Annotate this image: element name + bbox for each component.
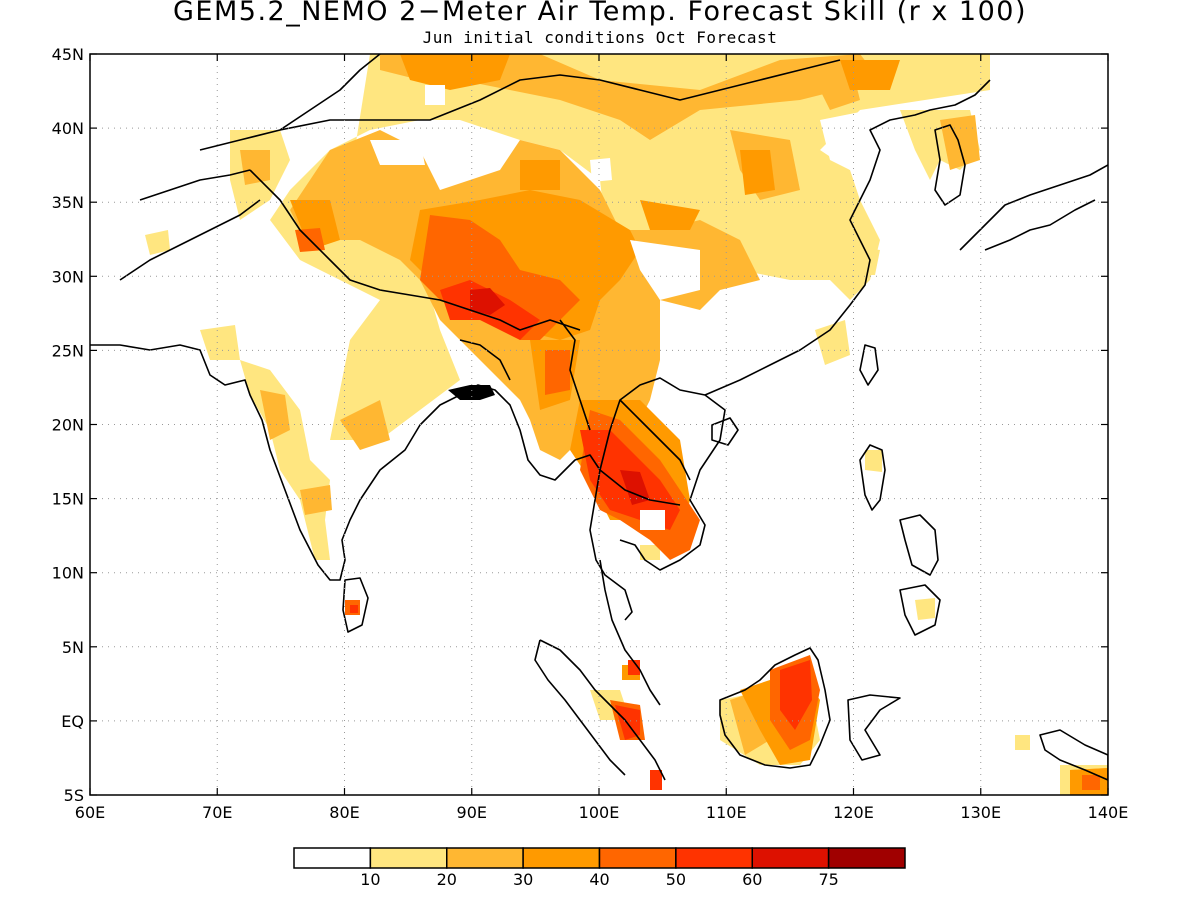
colorbar-swatch (827, 847, 906, 869)
lat-tick-label: 30N (52, 267, 84, 286)
colorbar-label: 20 (437, 870, 457, 889)
colorbar-swatch (369, 847, 448, 869)
lat-tick-label: 35N (52, 193, 84, 212)
lat-tick-label: 20N (52, 416, 84, 435)
colorbar-label: 40 (589, 870, 609, 889)
colorbar-label: 75 (818, 870, 838, 889)
lat-tick-label: 40N (52, 119, 84, 138)
lat-tick-label: EQ (61, 712, 84, 731)
colorbar-swatch (293, 847, 372, 869)
lon-tick-label: 100E (579, 803, 620, 822)
skill-shading (145, 54, 1108, 795)
lon-tick-label: 130E (960, 803, 1001, 822)
colorbar-swatch (522, 847, 601, 869)
lon-tick-label: 110E (706, 803, 747, 822)
colorbar-swatch (598, 847, 677, 869)
colorbar-swatch (446, 847, 524, 869)
colorbar-swatch (751, 847, 830, 869)
colorbar: 10 20 30 40 50 60 75 (293, 847, 906, 889)
lat-tick-label: 15N (52, 490, 84, 509)
lon-tick-label: 90E (457, 803, 487, 822)
map-title: GEM5.2_NEMO 2−Meter Air Temp. Forecast S… (172, 0, 1027, 27)
colorbar-swatch (675, 847, 753, 869)
colorbar-label: 50 (666, 870, 686, 889)
lat-tick-label: 5S (64, 786, 84, 805)
lat-tick-label: 45N (52, 45, 84, 64)
lat-tick-label: 10N (52, 564, 84, 583)
map-subtitle: Jun initial conditions Oct Forecast (422, 28, 778, 47)
coastlines (90, 54, 1108, 781)
colorbar-label: 30 (513, 870, 533, 889)
lon-tick-label: 60E (75, 803, 105, 822)
lon-tick-label: 140E (1088, 803, 1129, 822)
colorbar-label: 60 (742, 870, 762, 889)
lat-tick-label: 25N (52, 341, 84, 360)
lon-tick-label: 70E (202, 803, 232, 822)
lat-tick-label: 5N (62, 638, 84, 657)
colorbar-label: 10 (360, 870, 380, 889)
delta-region (448, 385, 495, 400)
lon-tick-label: 80E (329, 803, 359, 822)
lon-tick-label: 120E (833, 803, 874, 822)
skill-masked-areas (370, 85, 880, 530)
axis-ticks: 60E 70E 80E 90E 100E 110E 120E 130E 140E 45N 40N 35… (52, 45, 1129, 822)
